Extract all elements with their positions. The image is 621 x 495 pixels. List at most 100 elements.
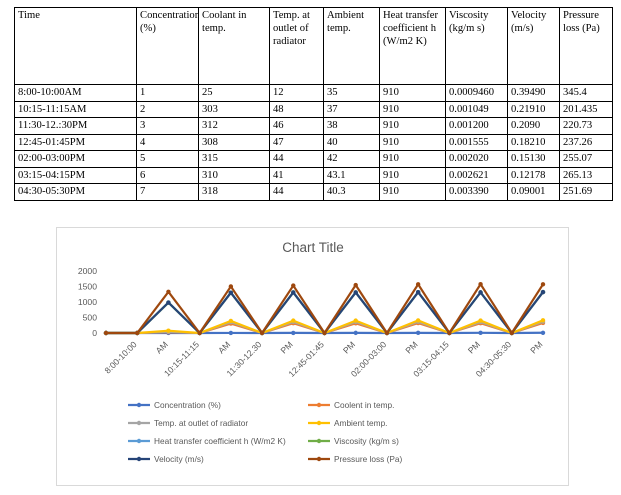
table-cell: 41 — [269, 166, 324, 184]
table-cell: 0.001049 — [445, 100, 508, 118]
data-point — [478, 330, 483, 336]
y-tick-label: 2000 — [78, 266, 97, 276]
data-point — [353, 318, 358, 323]
table-cell: 303 — [198, 100, 270, 118]
table-cell: 0.2090 — [507, 117, 560, 135]
table-cell: 6 — [136, 166, 199, 184]
x-tick-label: PM — [341, 339, 357, 355]
legend: Concentration (%) Coolent in temp. Temp. a… — [128, 400, 402, 464]
table-cell: 0.39490 — [507, 84, 560, 102]
table-cell: 0.0009460 — [445, 84, 508, 102]
table-cell: 308 — [198, 133, 270, 151]
table-cell: 8:00-10:00AM — [14, 84, 137, 102]
table-cell: 0.003390 — [445, 183, 508, 201]
data-point — [415, 330, 421, 336]
legend-label: Velocity (m/s) — [154, 454, 204, 464]
table-cell: 37 — [323, 100, 380, 118]
series-layer — [103, 281, 546, 336]
header-ambient-temp: Ambient temp. — [323, 7, 380, 85]
data-point — [228, 284, 234, 289]
table-cell: 02:00-03:00PM — [14, 150, 137, 168]
data-point — [415, 282, 421, 287]
legend-swatch-marker — [316, 438, 322, 444]
header-velocity: Velocity (m/s) — [507, 7, 560, 85]
table-cell: 04:30-05:30PM — [14, 183, 137, 201]
header-concentration: Concentration (%) — [136, 7, 199, 85]
table-cell: 47 — [269, 133, 324, 151]
data-point — [228, 290, 234, 295]
table-cell: 0.15130 — [507, 150, 560, 168]
data-point — [447, 330, 452, 336]
data-point — [228, 318, 234, 324]
legend-label: Ambient temp. — [334, 418, 388, 428]
header-pressure-loss: Pressure loss (Pa) — [559, 7, 613, 85]
header-time: Time — [14, 7, 137, 85]
data-point — [291, 318, 296, 323]
header-heat-transfer-coefficient: Heat transfer coefficient h (W/m2 K) — [379, 7, 446, 85]
data-point — [540, 282, 546, 287]
data-point — [478, 290, 483, 295]
series-line — [106, 290, 544, 335]
y-tick-label: 1000 — [78, 297, 97, 307]
data-point — [135, 330, 140, 336]
table-cell: 318 — [198, 183, 270, 201]
table-cell: 3 — [136, 117, 199, 135]
table-cell: 265.13 — [559, 166, 613, 184]
table-cell: 2 — [136, 100, 199, 118]
table-cell: 03:15-04:15PM — [14, 166, 137, 184]
data-point — [259, 330, 265, 336]
legend-swatch-marker — [136, 438, 142, 444]
series-6 — [103, 289, 546, 336]
data-point — [291, 290, 296, 295]
legend-swatch-marker — [316, 402, 322, 408]
line-chart: Chart Title 0 500 1000 1500 2000 8:00-10:00 AM… — [78, 240, 546, 464]
table-cell: 201.435 — [559, 100, 613, 118]
table-cell: 48 — [269, 100, 324, 118]
data-point — [197, 330, 202, 336]
table-cell: 0.12178 — [507, 166, 560, 184]
table-cell: 4 — [136, 133, 199, 151]
table-cell: 40 — [323, 133, 380, 151]
legend-label: Temp. at outlet of radiator — [154, 418, 248, 428]
table-header-row: Time Concentration (%) Coolant in temp. … — [14, 7, 613, 85]
table-cell: 310 — [198, 166, 270, 184]
legend-swatch-marker — [136, 456, 142, 462]
legend-label: Coolent in temp. — [334, 400, 394, 410]
legend-item: Pressure loss (Pa) — [308, 454, 402, 464]
table-cell: 910 — [379, 117, 446, 135]
data-point — [166, 300, 171, 305]
data-point — [509, 330, 514, 336]
table-cell: 12 — [269, 84, 324, 102]
header-coolant-in-temp: Coolant in temp. — [198, 7, 270, 85]
legend-item: Velocity (m/s) — [128, 454, 204, 464]
legend-swatch-marker — [136, 402, 142, 408]
legend-item: Ambient temp. — [308, 418, 388, 428]
table-cell: 312 — [198, 117, 270, 135]
table-cell: 0.001555 — [445, 133, 508, 151]
table-cell: 255.07 — [559, 150, 613, 168]
table-cell: 43.1 — [323, 166, 380, 184]
data-point — [353, 290, 358, 295]
legend-swatch-marker — [316, 420, 322, 426]
table-row: 12:45-01:45PM 4 308 47 40 910 0.001555 0.18210 2… — [14, 133, 613, 151]
table-cell: 0.21910 — [507, 100, 560, 118]
table-row: 03:15-04:15PM 6 310 41 43.1 910 0.002621 0.1217… — [14, 166, 613, 184]
header-viscosity: Viscosity (kg/m s) — [445, 7, 508, 85]
series-line — [106, 282, 544, 336]
x-tick-label: AM — [154, 339, 170, 355]
data-point — [478, 318, 483, 323]
table-cell: 251.69 — [559, 183, 613, 201]
series-4 — [103, 289, 546, 336]
table-cell: 25 — [198, 84, 270, 102]
table-cell: 0.09001 — [507, 183, 560, 201]
legend-item: Coolent in temp. — [308, 400, 394, 410]
data-point — [478, 281, 483, 287]
data-point — [415, 318, 421, 323]
legend-item: Temp. at outlet of radiator — [128, 418, 248, 428]
data-point — [166, 328, 171, 333]
x-tick-label: AM — [216, 339, 232, 355]
legend-swatch-marker — [136, 420, 142, 426]
legend-label: Pressure loss (Pa) — [334, 454, 402, 464]
table-cell: 44 — [269, 183, 324, 201]
table-cell: 0.002020 — [445, 150, 508, 168]
